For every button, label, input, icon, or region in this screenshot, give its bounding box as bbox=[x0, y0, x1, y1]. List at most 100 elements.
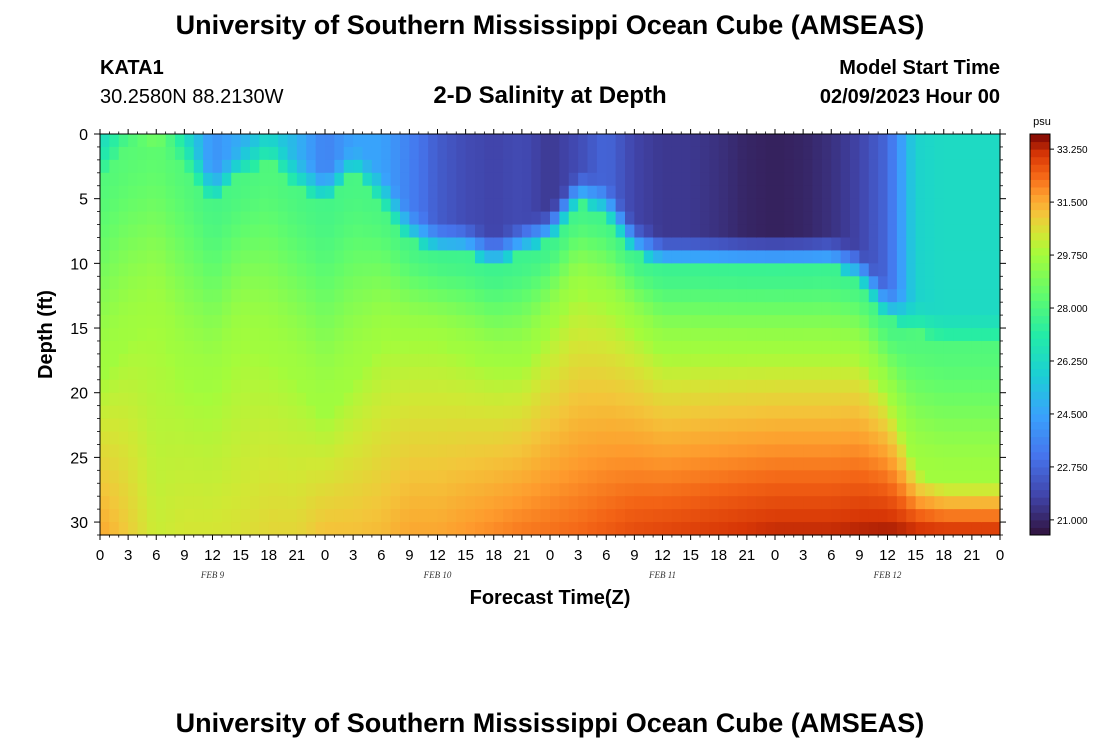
heatmap-cell bbox=[634, 483, 645, 497]
heatmap-cell bbox=[568, 483, 579, 497]
heatmap-cell bbox=[971, 366, 982, 381]
heatmap-cell bbox=[550, 237, 560, 252]
heatmap-cell bbox=[165, 366, 176, 381]
heatmap-cell bbox=[493, 224, 504, 239]
heatmap-cell bbox=[784, 457, 795, 471]
heatmap-cell bbox=[371, 250, 382, 264]
heatmap-cell bbox=[353, 444, 364, 458]
heatmap-cell bbox=[981, 172, 992, 187]
heatmap-cell bbox=[325, 470, 335, 484]
heatmap-cell bbox=[240, 250, 251, 264]
heatmap-cell bbox=[128, 366, 139, 381]
heatmap-cell bbox=[981, 276, 992, 290]
heatmap-cell bbox=[634, 470, 645, 484]
heatmap-cell bbox=[231, 315, 242, 329]
heatmap-cell bbox=[437, 522, 448, 536]
heatmap-cell bbox=[259, 289, 270, 303]
heatmap-cell bbox=[259, 224, 270, 239]
heatmap-cell bbox=[446, 418, 457, 433]
heatmap-cell bbox=[409, 496, 420, 510]
heatmap-cell bbox=[221, 522, 232, 536]
heatmap-cell bbox=[334, 315, 345, 329]
heatmap-cell bbox=[606, 211, 617, 226]
heatmap-cell bbox=[746, 146, 757, 161]
heatmap-cell bbox=[681, 483, 692, 497]
heatmap-cell bbox=[484, 353, 495, 368]
heatmap-cell bbox=[990, 237, 1001, 252]
heatmap-cell bbox=[128, 405, 139, 420]
heatmap-cell bbox=[446, 224, 457, 239]
heatmap-cell bbox=[981, 509, 992, 523]
heatmap-cell bbox=[296, 418, 307, 433]
heatmap-cell bbox=[643, 457, 654, 471]
heatmap-cell bbox=[953, 250, 964, 264]
heatmap-cell bbox=[381, 159, 392, 174]
heatmap-cell bbox=[981, 198, 992, 213]
heatmap-cell bbox=[465, 418, 476, 433]
heatmap-cell bbox=[596, 353, 607, 368]
heatmap-cell bbox=[887, 211, 898, 226]
heatmap-cell bbox=[409, 276, 420, 290]
heatmap-cell bbox=[100, 302, 110, 316]
heatmap-cell bbox=[915, 405, 926, 420]
heatmap-cell bbox=[587, 185, 598, 200]
heatmap-cell bbox=[709, 353, 720, 368]
heatmap-cell bbox=[437, 457, 448, 471]
heatmap-cell bbox=[465, 315, 476, 329]
heatmap-cell bbox=[559, 392, 570, 407]
heatmap-cell bbox=[371, 366, 382, 381]
heatmap-cell bbox=[906, 509, 917, 523]
heatmap-cell bbox=[418, 211, 429, 226]
heatmap-cell bbox=[690, 418, 701, 433]
heatmap-cell bbox=[315, 431, 326, 446]
x-tick-label: 3 bbox=[124, 547, 132, 564]
heatmap-cell bbox=[981, 470, 992, 484]
heatmap-cell bbox=[193, 263, 204, 277]
heatmap-cell bbox=[587, 237, 598, 252]
heatmap-cell bbox=[990, 405, 1001, 420]
heatmap-cell bbox=[484, 211, 495, 226]
heatmap-cell bbox=[896, 457, 907, 471]
heatmap-cell bbox=[362, 340, 373, 355]
heatmap-cell bbox=[578, 392, 589, 407]
heatmap-cell bbox=[231, 224, 242, 239]
heatmap-cell bbox=[859, 392, 870, 407]
heatmap-cell bbox=[465, 211, 476, 226]
heatmap-cell bbox=[559, 379, 570, 394]
heatmap-cell bbox=[625, 366, 635, 381]
heatmap-cell bbox=[906, 134, 917, 148]
heatmap-cell bbox=[559, 522, 570, 536]
heatmap-cell bbox=[437, 315, 448, 329]
heatmap-cell bbox=[296, 289, 307, 303]
heatmap-cell bbox=[418, 289, 429, 303]
heatmap-cell bbox=[381, 134, 392, 148]
heatmap-cell bbox=[137, 444, 148, 458]
heatmap-cell bbox=[887, 470, 898, 484]
heatmap-cell bbox=[596, 159, 607, 174]
heatmap-cell bbox=[503, 211, 514, 226]
heatmap-cell bbox=[587, 483, 598, 497]
heatmap-cell bbox=[906, 172, 917, 187]
heatmap-cell bbox=[100, 522, 110, 536]
heatmap-cell bbox=[109, 289, 120, 303]
heatmap-cell bbox=[268, 483, 279, 497]
heatmap-cell bbox=[812, 431, 823, 446]
heatmap-cell bbox=[325, 328, 335, 342]
heatmap-cell bbox=[540, 237, 551, 252]
heatmap-cell bbox=[296, 340, 307, 355]
heatmap-cell bbox=[193, 444, 204, 458]
heatmap-cell bbox=[606, 134, 617, 148]
heatmap-cell bbox=[381, 146, 392, 161]
heatmap-cell bbox=[831, 418, 842, 433]
heatmap-cell bbox=[540, 340, 551, 355]
heatmap-cell bbox=[690, 198, 701, 213]
heatmap-cell bbox=[371, 159, 382, 174]
heatmap-cell bbox=[850, 418, 860, 433]
heatmap-cell bbox=[850, 276, 860, 290]
heatmap-cell bbox=[296, 172, 307, 187]
heatmap-cell bbox=[981, 431, 992, 446]
heatmap-cell bbox=[831, 276, 842, 290]
heatmap-cell bbox=[400, 263, 410, 277]
heatmap-cell bbox=[503, 302, 514, 316]
heatmap-cell bbox=[662, 379, 673, 394]
